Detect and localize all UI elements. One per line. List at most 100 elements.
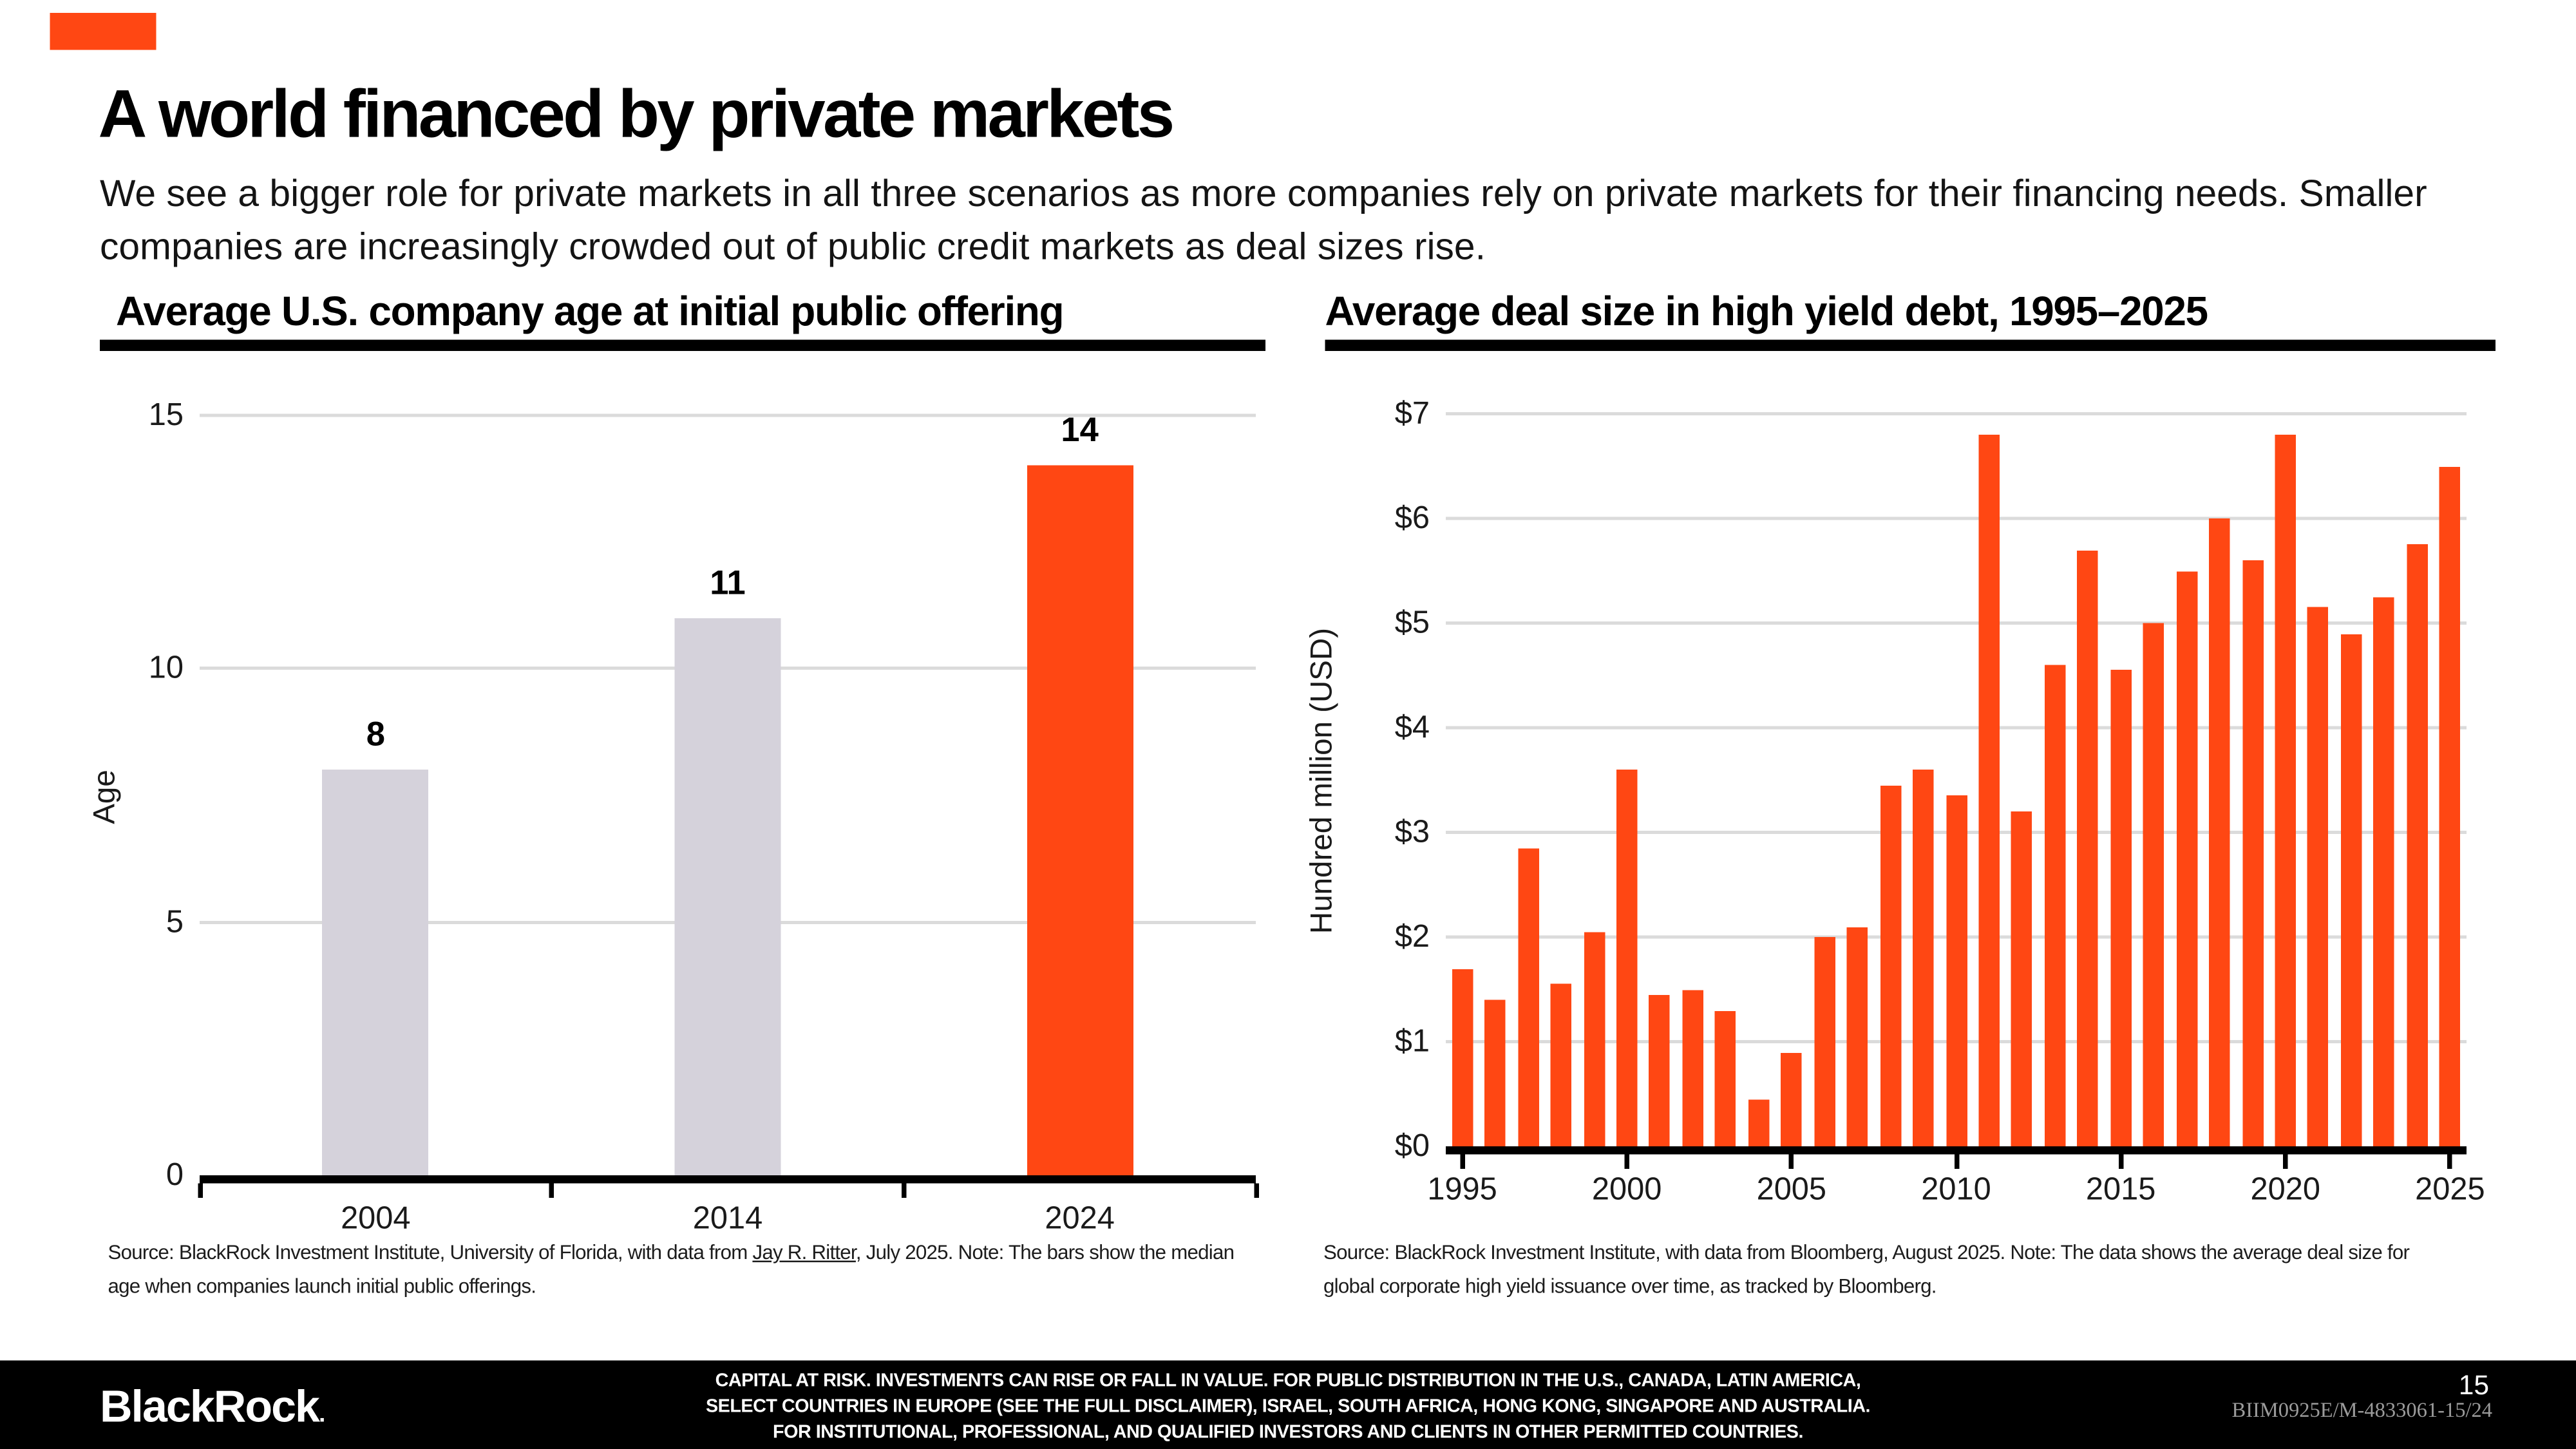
page-number: 15 [2458,1370,2489,1401]
bar-2018 [2209,518,2230,1146]
bar-2016 [2143,623,2164,1146]
bar-2004 [322,770,429,1175]
y-tick-label: 0 [166,1157,184,1193]
left-chart-title: Average U.S. company age at initial publ… [116,290,1065,335]
x-tick-mark [1459,1154,1465,1169]
bar-1995 [1452,968,1473,1146]
x-tick-label: 1995 [1427,1172,1497,1208]
bar-1996 [1484,999,1506,1146]
x-tick-mark [2118,1154,2123,1169]
x-tick-mark [1253,1183,1258,1198]
x-tick-label: 2020 [2250,1172,2321,1208]
x-tick-label: 2010 [1921,1172,1991,1208]
bar-2000 [1616,770,1638,1146]
left-chart-plot: 0 5 10 15 8 11 14 2004 2014 2024 [149,398,1258,1236]
y-tick-label: $2 [1394,919,1430,955]
y-tick-label: $4 [1394,710,1430,746]
bar-2024 [1027,466,1133,1175]
x-tick-label: 2005 [1756,1172,1827,1208]
bar-2006 [1814,937,1835,1146]
left-chart-y-axis-label: Age [88,770,123,824]
right-chart-plot: $0 $1 $2 $3 $4 $5 $6 $7 1995 2000 2005 2010 2015 2020… [1395,396,2485,1208]
x-tick-mark [901,1183,907,1198]
y-tick-label: 15 [148,397,184,433]
x-axis-label-2024: 2024 [1045,1201,1115,1236]
source-author-link[interactable]: Jay R. Ritter [752,1241,856,1264]
footer-disclaimer: CAPITAL AT RISK. INVESTMENTS CAN RISE OR… [0,1368,2576,1446]
bar-2024 [2407,544,2428,1146]
y-tick-label: $0 [1394,1128,1430,1164]
bar-2015 [2110,670,2132,1146]
blackrock-logo-text: BlackRock [100,1381,320,1432]
page-title: A world financed by private markets [98,75,1175,151]
bar-2002 [1682,989,1703,1146]
page-subtitle: We see a bigger role for private markets… [100,172,2427,268]
x-tick-mark [2447,1154,2453,1169]
bar-2017 [2176,571,2197,1146]
x-axis-label-2014: 2014 [692,1201,763,1236]
bar-2025 [2439,466,2461,1146]
bar-2010 [1946,795,1967,1146]
x-tick-mark [197,1183,202,1198]
bar-2014 [674,618,781,1175]
bar-2004 [1748,1099,1769,1146]
left-source-text: Source: BlackRock Investment Institute, … [108,1241,753,1264]
bar-2009 [1913,770,1934,1146]
x-tick-label: 2015 [2085,1172,2156,1208]
left-chart-source-note: Source: BlackRock Investment Institute, … [108,1236,1235,1304]
bar-1997 [1517,848,1539,1146]
y-tick-label: $1 [1394,1024,1430,1059]
bar-2012 [2011,811,2032,1146]
bar-2008 [1879,785,1901,1146]
left-source-text-suffix: , July 2025. Note: The bars show the med… [108,1241,1235,1298]
x-tick-mark [1624,1154,1629,1169]
y-tick-label: $7 [1394,396,1430,431]
bar-2007 [1846,926,1868,1146]
bar-value-label-2014: 11 [710,565,746,602]
bar-2005 [1781,1052,1803,1146]
bar-2001 [1649,994,1671,1146]
right-chart-title: Average deal size in high yield debt, 19… [1325,290,2209,335]
y-tick-label: $6 [1394,500,1430,536]
bar-2019 [2242,560,2263,1146]
y-tick-label: $5 [1394,605,1430,641]
bar-2023 [2373,596,2395,1146]
left-chart-title-rule [100,339,1265,351]
bar-value-label-2024: 14 [1061,413,1099,450]
x-axis-label-2004: 2004 [341,1201,411,1236]
x-tick-mark [1953,1154,1959,1169]
x-tick-mark [549,1183,554,1198]
disclaimer-line: FOR INSTITUTIONAL, PROFESSIONAL, AND QUA… [773,1423,1803,1443]
x-tick-label: 2025 [2415,1172,2485,1208]
bar-value-label-2004: 8 [366,717,385,754]
bar-2021 [2307,607,2329,1146]
gridline-4 [1446,726,2467,730]
blackrock-logo-mark: . [319,1401,326,1428]
document-id: BIIM0925E/M-4833061-15/24 [2231,1397,2492,1422]
disclaimer-line: CAPITAL AT RISK. INVESTMENTS CAN RISE OR… [715,1372,1861,1391]
bar-2022 [2340,633,2362,1146]
footer-bar: BlackRock. CAPITAL AT RISK. INVESTMENTS … [0,1360,2576,1449]
gridline-15 [200,413,1256,417]
y-tick-label: $3 [1394,815,1430,850]
x-tick-mark [1789,1154,1794,1169]
bar-2013 [2044,665,2066,1146]
gridline-5 [1446,621,2467,625]
bar-2003 [1715,1010,1736,1146]
y-tick-label: 5 [166,904,184,940]
right-chart-title-rule [1325,339,2496,351]
bar-1999 [1583,931,1605,1146]
bar-2014 [2077,549,2099,1146]
brand-accent-rectangle [50,13,156,50]
x-tick-mark [2283,1154,2288,1169]
x-tick-label: 2000 [1591,1172,1662,1208]
right-chart-source-note: Source: BlackRock Investment Institute, … [1323,1241,2410,1298]
right-chart-y-axis-label: Hundred million (USD) [1305,627,1340,934]
gridline-6 [1446,516,2467,520]
gridline-7 [1446,412,2467,415]
bar-2011 [1978,435,2000,1146]
bar-2020 [2275,435,2297,1146]
bar-1998 [1550,984,1572,1146]
disclaimer-line: SELECT COUNTRIES IN EUROPE (SEE THE FULL… [705,1397,1871,1417]
y-tick-label: 10 [148,650,184,687]
